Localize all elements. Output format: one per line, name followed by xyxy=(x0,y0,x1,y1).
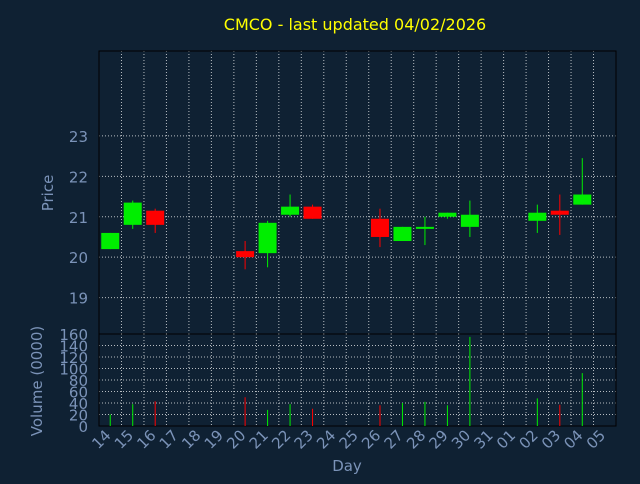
x-ticks: 1415161718192021222324252627282930310102… xyxy=(88,426,609,452)
volume-y-tick-label: 60 xyxy=(69,384,88,402)
volume-y-tick-label: 160 xyxy=(59,326,88,344)
candle-body xyxy=(370,218,389,237)
price-panel-frame xyxy=(98,50,617,335)
candle-body xyxy=(146,210,165,225)
candle-body xyxy=(258,222,277,254)
candle-body xyxy=(550,210,569,215)
candles xyxy=(101,158,592,270)
candle-body xyxy=(573,194,592,205)
candle-body xyxy=(415,226,434,229)
price-axis-label: Price xyxy=(39,175,57,212)
price-y-tick-label: 21 xyxy=(69,209,88,227)
volume-y-tick-label: 40 xyxy=(69,395,88,413)
candle-body xyxy=(460,214,479,227)
candle-body xyxy=(438,212,457,217)
volume-y-tick-label: 20 xyxy=(69,407,88,425)
candle-body xyxy=(123,202,142,225)
price-y-ticks: 19 20 21 22 23 xyxy=(69,128,88,308)
volume-y-tick-label: 120 xyxy=(59,349,88,367)
x-tick-label: 05 xyxy=(583,426,609,452)
candle-body xyxy=(303,206,322,219)
volume-y-tick-label: 80 xyxy=(69,372,88,390)
price-y-tick-label: 23 xyxy=(69,128,88,146)
chart-title: CMCO - last updated 04/02/2026 xyxy=(224,15,486,34)
candle-body xyxy=(393,226,412,242)
volume-bars xyxy=(109,336,583,426)
price-y-tick-label: 22 xyxy=(69,168,88,186)
volume-y-tick-label: 140 xyxy=(59,338,88,356)
volume-y-tick-label: 0 xyxy=(78,418,88,436)
volume-y-tick-label: 100 xyxy=(59,361,88,379)
volume-panel-frame xyxy=(98,333,617,427)
x-axis-label: Day xyxy=(332,457,362,475)
price-grid xyxy=(99,51,616,334)
price-y-tick-label: 19 xyxy=(69,290,88,308)
candle-body xyxy=(236,251,255,258)
price-y-tick-label: 20 xyxy=(69,249,88,267)
candle-body xyxy=(528,212,547,221)
candle-body xyxy=(281,206,300,215)
volume-grid xyxy=(99,333,616,427)
candle-body xyxy=(101,232,120,250)
volume-axis-label: Volume (0000) xyxy=(28,326,46,436)
